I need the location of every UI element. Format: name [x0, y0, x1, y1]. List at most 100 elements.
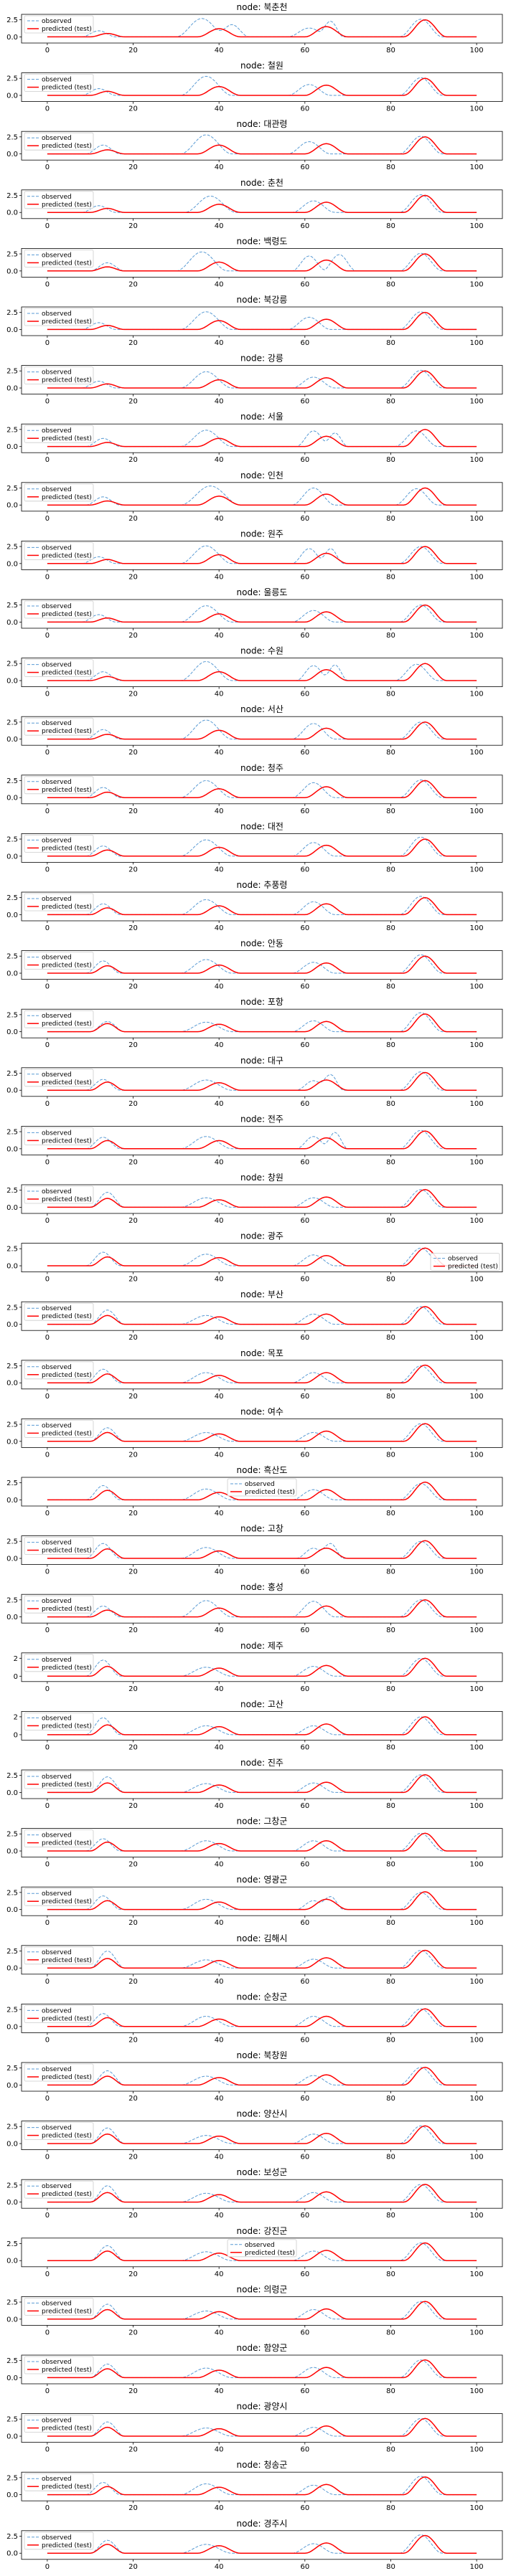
x-tick-label: 60 [300, 1041, 309, 1049]
y-tick-label: 2.5 [6, 309, 18, 317]
x-tick-label: 0 [45, 1041, 50, 1049]
predicted-line [47, 370, 477, 389]
legend-observed-label: observed [42, 2359, 72, 2366]
predicted-line [47, 955, 477, 974]
x-tick-label: 40 [215, 2446, 224, 2454]
x-tick-label: 100 [470, 105, 484, 113]
plot-frame [21, 1594, 503, 1624]
plot-frame [21, 2354, 503, 2385]
legend-observed-label: observed [42, 720, 72, 727]
x-tick-label: 40 [215, 1393, 224, 1401]
observed-line [47, 1892, 477, 1910]
legend-observed-label: observed [42, 1657, 72, 1664]
y-tick-label: 2 [14, 1655, 18, 1663]
plot-frame [21, 950, 503, 980]
x-tick-label: 60 [300, 2036, 309, 2044]
plot-frame [21, 1184, 503, 1214]
observed-line [47, 836, 477, 857]
x-tick-label: 0 [45, 1861, 50, 1869]
x-tick-label: 80 [386, 632, 395, 640]
x-tick-label: 60 [300, 2212, 309, 2220]
legend-observed-label: observed [42, 1890, 72, 1898]
x-tick-label: 60 [300, 573, 309, 581]
legend-observed-label: observed [42, 194, 72, 201]
x-tick-label: 100 [470, 1978, 484, 1986]
chart-panel: node: 광주 0 20 40 60 80 100 0.0 2.5 observedpredic… [6, 1231, 503, 1284]
x-tick-label: 20 [128, 1276, 138, 1284]
chart-panel: node: 진주 0 20 40 60 80 100 0.0 2.5 observedpredic… [6, 1758, 503, 1810]
predicted-line [47, 2008, 477, 2027]
legend-predicted-label: predicted (test) [42, 728, 92, 735]
chart-panel: node: 북강릉 0 20 40 60 80 100 0.0 2.5 observedpredi… [6, 295, 503, 347]
x-tick-label: 80 [386, 339, 395, 347]
x-tick-label: 60 [300, 456, 309, 464]
chart-title: node: 그창군 [237, 1817, 288, 1827]
legend-box [24, 2004, 94, 2023]
x-tick-label: 40 [215, 2154, 224, 2161]
y-tick-label: 2 [14, 1713, 18, 1721]
x-tick-label: 100 [470, 515, 484, 523]
predicted-line [47, 1599, 477, 1618]
legend-box [24, 1712, 94, 1730]
chart-title: node: 강릉 [240, 354, 283, 364]
y-tick-label: 2.5 [6, 2123, 18, 2131]
predicted-line [47, 194, 477, 213]
legend-predicted-label: predicted (test) [42, 1957, 92, 1964]
x-tick-label: 100 [470, 1158, 484, 1166]
legend-box [24, 249, 94, 267]
x-tick-label: 0 [45, 1510, 50, 1517]
plot-frame [21, 131, 503, 161]
legend-observed-label: observed [42, 837, 72, 844]
chart-panel: node: 대관령 0 20 40 60 80 100 0.0 2.5 observedpredi… [6, 119, 503, 171]
observed-line [47, 545, 477, 564]
x-tick-label: 80 [386, 1685, 395, 1693]
x-tick-label: 60 [300, 1451, 309, 1459]
x-tick-label: 40 [215, 456, 224, 464]
x-tick-label: 0 [45, 1276, 50, 1284]
x-tick-label: 20 [128, 1743, 138, 1751]
chart-title: node: 여수 [240, 1406, 283, 1416]
chart-panel: node: 서산 0 20 40 60 80 100 0.0 2.5 observedpredic… [6, 704, 503, 757]
chart-panel: node: 홍성 0 20 40 60 80 100 0.0 2.5 observedpredic… [6, 1582, 503, 1634]
legend-observed-label: observed [42, 1774, 72, 1781]
x-tick-label: 0 [45, 2504, 50, 2512]
x-tick-label: 80 [386, 1626, 395, 1634]
legend-predicted-label: predicted (test) [42, 904, 92, 911]
legend-predicted-label: predicted (test) [42, 962, 92, 970]
x-tick-label: 20 [128, 1217, 138, 1225]
x-tick-label: 40 [215, 1802, 224, 1810]
x-tick-label: 40 [215, 1626, 224, 1634]
legend-observed-label: observed [42, 2125, 72, 2132]
chart-panel: node: 흑산도 0 20 40 60 80 100 0.0 2.5 observedpredi… [6, 1465, 503, 1517]
legend-box [24, 1420, 94, 1438]
chart-title: node: 인천 [240, 470, 283, 480]
x-tick-label: 80 [386, 280, 395, 288]
x-tick-label: 20 [128, 1568, 138, 1576]
x-tick-label: 20 [128, 1626, 138, 1634]
plot-frame [21, 2003, 503, 2033]
y-tick-label: 2.5 [6, 1304, 18, 1312]
predicted-line [47, 19, 477, 38]
legend-observed-label: observed [42, 2418, 72, 2425]
predicted-line [47, 2359, 477, 2379]
legend-predicted-label: predicted (test) [42, 2074, 92, 2081]
plot-frame [21, 365, 503, 395]
chart-panel: node: 철원 0 20 40 60 80 100 0.0 2.5 observedpredic… [6, 61, 503, 113]
chart-panel: node: 수원 0 20 40 60 80 100 0.0 2.5 observedpredic… [6, 646, 503, 699]
legend-predicted-label: predicted (test) [42, 1898, 92, 1905]
legend-box [24, 132, 94, 151]
x-tick-label: 80 [386, 1510, 395, 1517]
legend-predicted-label: predicted (test) [42, 552, 92, 559]
y-tick-label: 0.0 [6, 1087, 18, 1095]
chart-panel: node: 광양시 0 20 40 60 80 100 0.0 2.5 observedpredi… [6, 2402, 503, 2454]
x-tick-label: 80 [386, 2446, 395, 2454]
y-tick-label: 0.0 [6, 2374, 18, 2382]
plot-frame [21, 2530, 503, 2560]
